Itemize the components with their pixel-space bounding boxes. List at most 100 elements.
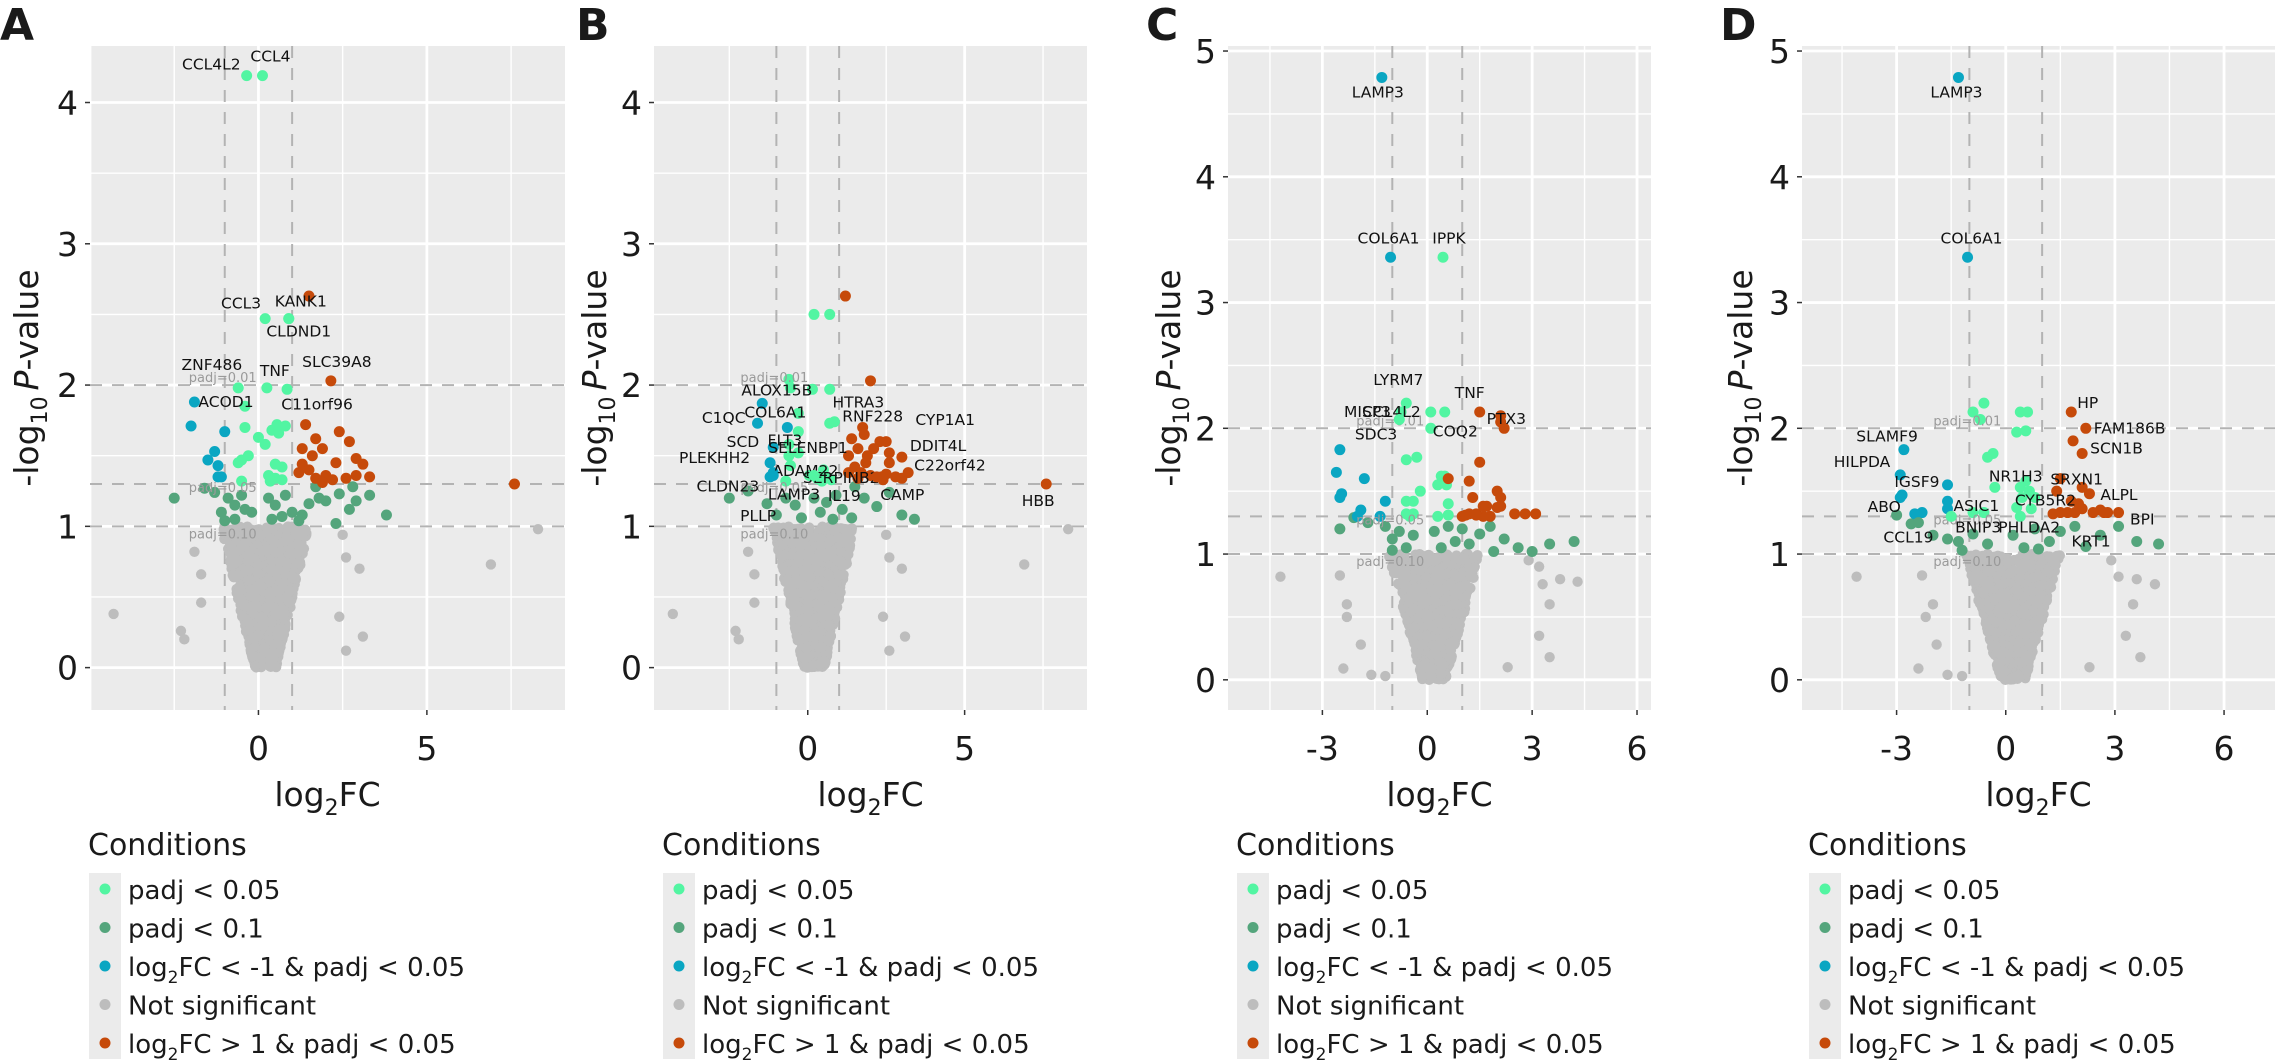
padj01-point xyxy=(333,488,345,500)
padj01-point xyxy=(1428,525,1440,537)
ns-point xyxy=(265,593,277,604)
x-tick-label: -3 xyxy=(1306,729,1339,768)
labeled-point xyxy=(256,70,268,82)
y-axis-title-italic: P xyxy=(1149,370,1188,390)
ns-point xyxy=(279,536,290,547)
padj005-point xyxy=(236,475,248,487)
threshold-label: padj=0.05 xyxy=(740,481,808,496)
ns-point xyxy=(789,592,800,604)
legend-label: padj < 0.1 xyxy=(128,915,264,945)
labeled-point xyxy=(261,382,273,394)
gene-label: SERPINB2 xyxy=(803,469,879,487)
ns-point xyxy=(768,522,780,533)
ns-point xyxy=(261,522,272,533)
y-tick-label: 3 xyxy=(57,225,78,264)
up-point xyxy=(1530,508,1542,520)
legend-key-up xyxy=(99,1037,111,1049)
ns-point xyxy=(276,623,287,635)
padj005-point xyxy=(824,308,836,320)
labeled-point xyxy=(259,313,271,325)
ns-point xyxy=(1416,671,1428,682)
labeled-point xyxy=(896,451,908,463)
ns-outlier-point xyxy=(877,611,889,622)
gene-label: ALOX15B xyxy=(741,381,812,399)
padj005-point xyxy=(828,416,840,428)
threshold-label: padj=0.10 xyxy=(740,527,808,542)
up-point xyxy=(843,450,855,462)
down-points xyxy=(1330,444,1391,522)
ns-point xyxy=(833,569,844,581)
ns-point xyxy=(794,550,805,562)
ns-point xyxy=(247,590,258,602)
padj005-point xyxy=(792,447,804,459)
labeled-point xyxy=(767,441,779,453)
gene-label: CCL4L2 xyxy=(182,56,241,74)
gene-label: PLEKHH2 xyxy=(679,449,750,467)
ns-point xyxy=(2020,557,2031,568)
ns-point xyxy=(783,576,795,588)
labeled-point xyxy=(860,457,872,469)
ns-point xyxy=(1452,628,1463,640)
ns-point xyxy=(1985,566,1997,577)
padj005-point xyxy=(1411,451,1423,463)
ns-point xyxy=(839,523,850,535)
up-point xyxy=(846,433,858,445)
ns-point xyxy=(2002,556,2013,568)
legend-key-down xyxy=(1247,960,1259,972)
down-point xyxy=(1358,473,1370,485)
padj01-point xyxy=(1400,542,1412,554)
gene-label: CLDND1 xyxy=(266,323,331,341)
ns-point xyxy=(806,660,818,672)
down-point xyxy=(1374,510,1386,522)
ns-outlier-point xyxy=(730,625,741,637)
legend-label-prefix: log xyxy=(128,1030,168,1060)
ns-point xyxy=(1446,638,1458,650)
ns-point xyxy=(816,611,827,623)
padj01-point xyxy=(276,510,288,522)
ns-point xyxy=(821,591,833,602)
labeled-point xyxy=(902,467,914,479)
gene-label: LYRM7 xyxy=(1373,371,1423,389)
gene-label: FLT3 xyxy=(768,432,803,450)
padj01-point xyxy=(229,513,241,525)
legend-label-suffix: FC < -1 & padj < 0.05 xyxy=(752,953,1039,983)
padj005-points xyxy=(1400,451,1454,522)
padj01-point xyxy=(293,515,305,527)
padj005-point xyxy=(784,382,796,394)
ns-point xyxy=(829,525,841,536)
ns-outlier-point xyxy=(1554,574,1566,585)
ns-point xyxy=(243,564,254,576)
y-tick-label: 2 xyxy=(621,366,642,405)
legend-label: log2FC < -1 & padj < 0.05 xyxy=(1276,953,1613,988)
padj005-point xyxy=(239,400,251,412)
down-point xyxy=(209,445,221,457)
padj01-point xyxy=(350,495,362,507)
legend-label-suffix: FC < -1 & padj < 0.05 xyxy=(178,953,465,983)
labeled-point xyxy=(857,421,869,433)
ns-point xyxy=(1972,574,1983,585)
ns-outlier-point xyxy=(1338,663,1349,674)
padj01-point xyxy=(871,501,883,513)
ns-outlier-point xyxy=(189,546,200,557)
ns-point xyxy=(234,582,246,593)
ns-point xyxy=(804,563,815,575)
up-points xyxy=(293,290,520,490)
gene-label: LAMP3 xyxy=(1352,83,1404,101)
padj01-point xyxy=(1442,520,1454,532)
ns-outlier-point xyxy=(357,631,369,642)
ns-point xyxy=(278,577,289,589)
ns-outlier-point xyxy=(1523,555,1534,566)
labeled-point xyxy=(1400,397,1412,409)
x-axis-title-subscript: 2 xyxy=(325,796,339,821)
padj01-point xyxy=(1568,535,1580,547)
labeled-point xyxy=(1385,251,1397,263)
down-point xyxy=(185,420,197,432)
gene-label: KANK1 xyxy=(275,293,327,311)
ns-point xyxy=(2011,585,2022,596)
labeled-point xyxy=(281,383,293,395)
gene-label: COL6A1 xyxy=(744,403,806,421)
ns-point xyxy=(810,555,821,567)
threshold-label: padj=0.05 xyxy=(189,481,257,496)
ns-point xyxy=(273,585,285,596)
